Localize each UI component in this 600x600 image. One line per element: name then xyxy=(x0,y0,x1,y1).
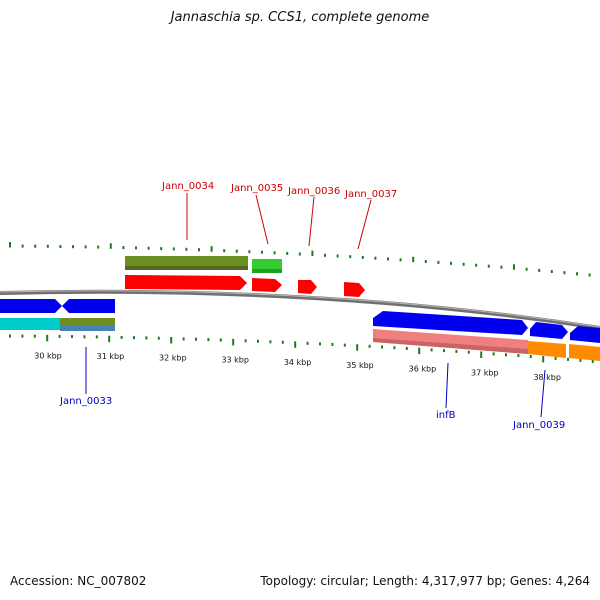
feature-track-lower xyxy=(0,299,600,361)
tick-label: 37 kbp xyxy=(471,368,499,377)
tick-label: 35 kbp xyxy=(346,361,374,370)
orange-feature-next[interactable] xyxy=(569,344,600,361)
map-title: Jannaschia sp. CCS1, complete genome xyxy=(170,10,430,25)
blue-cds-arrow-jann-0039[interactable] xyxy=(530,322,568,339)
leader-infb xyxy=(445,362,449,409)
blue-cds-arrow-left-1[interactable] xyxy=(0,299,62,313)
gene-labels: Jann_0034 Jann_0035 Jann_0036 Jann_0037 … xyxy=(59,181,565,431)
orange-feature-jann-0039[interactable] xyxy=(528,341,566,358)
gene-label-jann-0034[interactable]: Jann_0034 xyxy=(161,181,214,192)
gene-label-infb[interactable]: infB xyxy=(436,410,456,421)
tick-label: 30 kbp xyxy=(34,351,62,360)
gene-leaders xyxy=(85,193,546,418)
leader-jann-0039 xyxy=(540,369,546,418)
red-cds-arrow-jann-0037[interactable] xyxy=(344,282,365,297)
red-cds-arrow-jann-0035[interactable] xyxy=(252,278,282,292)
leader-jann-0037 xyxy=(357,199,372,250)
olive-feature-shade xyxy=(125,266,248,270)
tick-label: 38 kbp xyxy=(533,373,561,382)
genome-stats-label: Topology: circular; Length: 4,317,977 bp… xyxy=(260,574,590,588)
cyan-feature-left[interactable] xyxy=(0,318,60,330)
tick-label: 34 kbp xyxy=(284,358,312,367)
gene-label-jann-0037[interactable]: Jann_0037 xyxy=(344,189,397,200)
genome-backbone-highlight xyxy=(0,290,600,328)
lower-tick-row xyxy=(9,334,594,363)
red-cds-arrow-jann-0036[interactable] xyxy=(298,280,317,294)
leader-jann-0036 xyxy=(308,196,315,247)
tick-label: 32 kbp xyxy=(159,354,187,363)
gene-label-jann-0039[interactable]: Jann_0039 xyxy=(512,420,565,431)
green-feature-shade xyxy=(252,269,282,273)
blue-cds-arrow-next[interactable] xyxy=(570,326,600,343)
feature-track-upper xyxy=(125,256,365,297)
gene-label-jann-0033[interactable]: Jann_0033 xyxy=(59,396,112,407)
gene-label-jann-0035[interactable]: Jann_0035 xyxy=(230,183,283,194)
upper-tick-row xyxy=(9,242,591,277)
blue-cds-arrow-jann-0033[interactable] xyxy=(62,299,115,313)
accession-label: Accession: NC_007802 xyxy=(10,574,147,588)
steelblue-feature-jann-0033[interactable] xyxy=(60,325,115,331)
tick-label: 31 kbp xyxy=(97,352,125,361)
pink-feature-shade xyxy=(373,338,528,354)
tick-label: 33 kbp xyxy=(221,356,249,365)
tick-label: 36 kbp xyxy=(409,364,437,373)
genome-backbone xyxy=(0,289,600,330)
gene-label-jann-0036[interactable]: Jann_0036 xyxy=(287,186,340,197)
blue-cds-arrow-infb[interactable] xyxy=(373,311,528,335)
red-cds-arrow-jann-0034[interactable] xyxy=(125,275,247,290)
leader-jann-0035 xyxy=(255,194,269,245)
olive-feature-jann-0033[interactable] xyxy=(60,318,115,325)
tick-labels: 30 kbp 31 kbp 32 kbp 33 kbp 34 kbp 35 kbp 36 k… xyxy=(34,351,561,382)
